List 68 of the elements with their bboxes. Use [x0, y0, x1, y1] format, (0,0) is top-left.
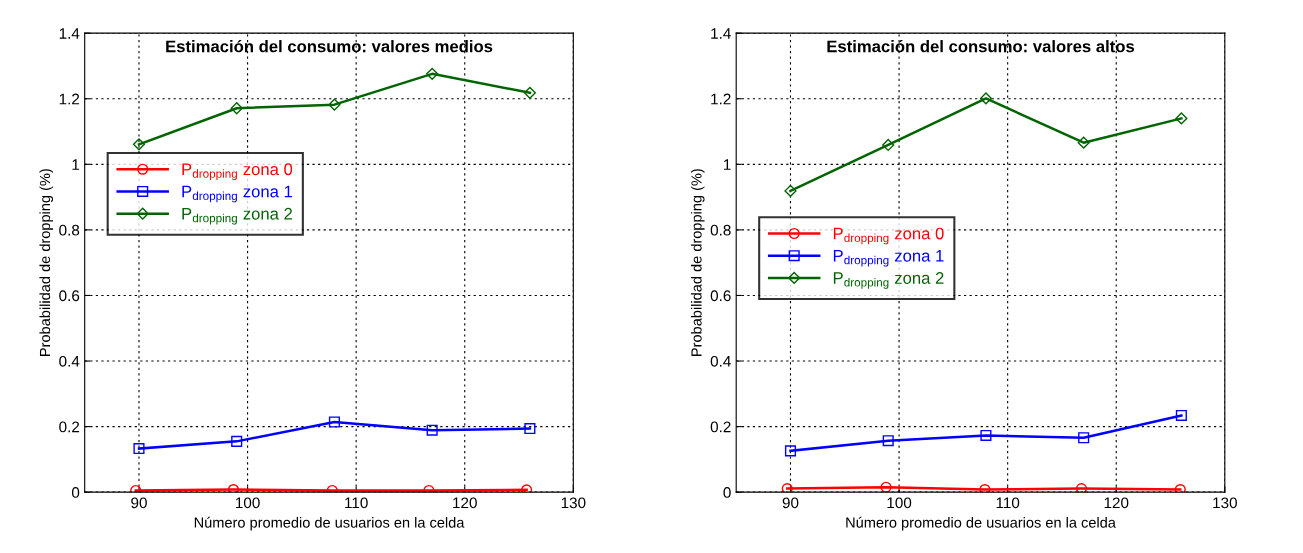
x-tick-label: 90: [131, 497, 147, 509]
x-axis-title: Número promedio de usuarios en la celda: [846, 516, 1116, 531]
y-tick-label: 0.8: [710, 224, 731, 236]
x-tick-label: 100: [235, 497, 260, 509]
y-tick-label: 1: [72, 159, 80, 170]
y-tick-label: 1.4: [59, 28, 80, 39]
y-tick-label: 0.2: [710, 421, 731, 433]
y-tick-label: 1.4: [711, 28, 731, 39]
y-axis-title: Probabilidad de dropping (%): [690, 169, 705, 356]
legend-label: P$_{dropping}$ zona 0: [833, 227, 944, 245]
legend-label: P$_{dropping}$ zona 1: [833, 250, 944, 267]
point: [423, 484, 435, 493]
point: [523, 86, 536, 99]
y-tick-label: 0.6: [710, 290, 731, 302]
x-tick-label: 110: [996, 497, 1020, 509]
point: [784, 445, 797, 457]
point: [326, 484, 338, 493]
point: [1075, 483, 1088, 493]
y-tick-label: 0.6: [59, 290, 80, 302]
point: [1175, 112, 1188, 125]
legend-label: P$_{dropping}$ zona 2: [833, 272, 944, 289]
x-tick-label: 100: [887, 497, 912, 509]
y-tick-label: 1: [724, 159, 731, 170]
y-tick-label: 0.2: [59, 421, 80, 433]
x-tick-label: 120: [1104, 497, 1129, 509]
y-tick-label: 0.4: [710, 355, 731, 367]
point: [521, 484, 533, 493]
point: [328, 98, 341, 111]
point: [328, 416, 340, 428]
x-tick-label: 130: [561, 497, 586, 509]
legend-label: P$_{dropping}$ zona 1: [182, 185, 292, 203]
point: [979, 483, 991, 493]
x-axis-title: Número promedio de usuarios en la celda: [194, 516, 465, 531]
y-tick-label: 1.2: [59, 93, 80, 105]
legend-label: P$_{dropping}$ zona 0: [182, 163, 293, 181]
point: [784, 184, 797, 197]
point: [1077, 136, 1090, 149]
y-tick-label: 0.8: [59, 224, 80, 236]
point: [130, 484, 142, 493]
chart-title: Estimación del consumo: valores altos: [827, 39, 1135, 53]
y-tick-label: 0.4: [59, 355, 80, 367]
point: [227, 483, 240, 493]
x-tick-label: 110: [345, 497, 368, 509]
point: [132, 138, 146, 151]
x-tick-label: 120: [453, 497, 477, 509]
point: [781, 483, 793, 493]
point: [426, 424, 438, 436]
point: [980, 429, 992, 442]
point: [1174, 483, 1186, 493]
y-axis-title: Probabilidad de dropping (%): [39, 169, 54, 356]
x-tick-label: 90: [782, 497, 799, 509]
legend-label: P$_{dropping}$ zona 2: [182, 207, 292, 225]
point: [882, 435, 894, 447]
point: [524, 423, 536, 435]
point: [133, 443, 145, 455]
chart-title: Estimación del consumo: valores medios: [166, 39, 493, 53]
point: [882, 138, 895, 152]
point: [880, 481, 892, 493]
y-tick-label: 0: [71, 487, 80, 498]
point: [231, 435, 243, 447]
point: [1175, 409, 1187, 422]
point: [1078, 432, 1090, 444]
point: [979, 92, 993, 105]
y-tick-label: 1.2: [711, 93, 731, 105]
x-tick-label: 130: [1213, 497, 1237, 509]
point: [426, 67, 439, 80]
y-tick-label: 0: [723, 487, 731, 498]
point: [230, 102, 243, 115]
